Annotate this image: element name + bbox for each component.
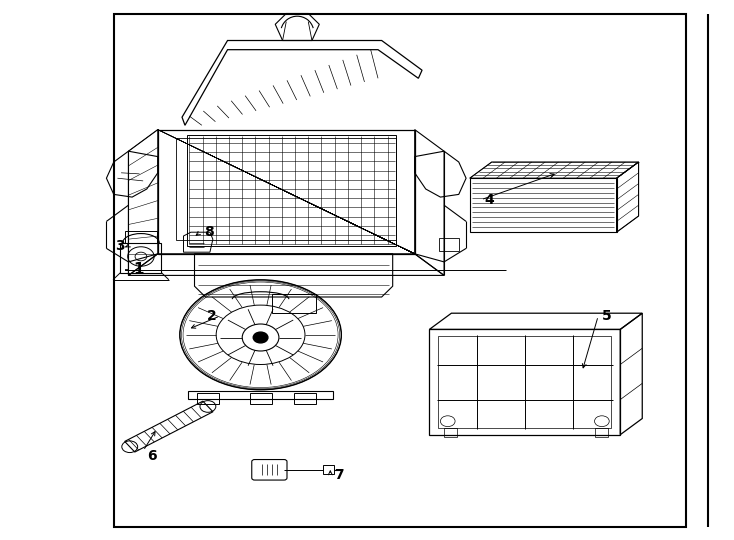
Bar — [120, 243, 161, 273]
Text: 3: 3 — [115, 239, 125, 253]
Bar — [444, 428, 457, 437]
Text: 6: 6 — [147, 449, 156, 463]
Text: 2: 2 — [207, 309, 217, 323]
Bar — [197, 393, 219, 404]
Text: 7: 7 — [334, 468, 344, 482]
Text: 5: 5 — [602, 309, 611, 323]
Circle shape — [253, 332, 268, 343]
Bar — [323, 465, 334, 474]
Bar — [250, 393, 272, 404]
Text: 8: 8 — [204, 225, 214, 239]
Bar — [595, 428, 608, 437]
Text: 1: 1 — [134, 262, 144, 278]
Bar — [114, 14, 686, 526]
Bar — [294, 393, 316, 404]
Text: 4: 4 — [484, 193, 494, 207]
Bar — [125, 231, 157, 243]
